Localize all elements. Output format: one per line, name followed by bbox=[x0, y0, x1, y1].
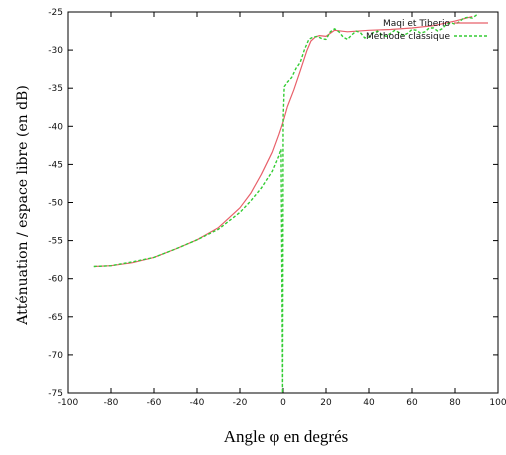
y-axis-label: Atténuation / espace libre (en dB) bbox=[15, 85, 31, 326]
series-line-2 bbox=[93, 13, 479, 394]
y-tick-label: -70 bbox=[48, 351, 63, 361]
y-tick-label: -75 bbox=[48, 389, 63, 399]
x-tick-label: -80 bbox=[104, 398, 119, 408]
y-tick-label: -60 bbox=[48, 275, 63, 285]
series-line-1 bbox=[93, 16, 473, 268]
x-tick-label: 60 bbox=[406, 398, 418, 408]
y-tick-label: -40 bbox=[48, 122, 63, 132]
legend-entry-1-label: Maqi et Tiberio bbox=[383, 19, 450, 29]
axis-ticks: -100 -80 -60 -40 -20 0 20 40 60 80 100 -75 -70 -65 -60… bbox=[48, 8, 506, 408]
y-tick-label: -55 bbox=[48, 237, 63, 247]
legend-entry-2-label: Méthode classique bbox=[366, 31, 450, 42]
legend: Maqi et Tiberio Méthode classique bbox=[366, 19, 488, 42]
x-tick-label: 20 bbox=[320, 398, 332, 408]
x-tick-label: -60 bbox=[147, 398, 162, 408]
y-tick-label: -30 bbox=[48, 46, 63, 56]
x-axis-label: Angle φ en degrés bbox=[224, 427, 349, 446]
x-tick-label: 40 bbox=[363, 398, 375, 408]
x-tick-label: -40 bbox=[190, 398, 205, 408]
y-tick-label: -45 bbox=[48, 160, 63, 170]
series-layer bbox=[93, 13, 479, 394]
y-tick-label: -25 bbox=[48, 8, 63, 18]
y-tick-label: -50 bbox=[48, 199, 63, 209]
x-tick-label: 100 bbox=[489, 398, 506, 408]
y-tick-label: -65 bbox=[48, 313, 63, 323]
x-tick-label: -100 bbox=[58, 398, 79, 408]
x-tick-label: -20 bbox=[233, 398, 248, 408]
x-tick-label: 0 bbox=[280, 398, 286, 408]
y-tick-label: -35 bbox=[48, 84, 63, 94]
x-tick-label: 80 bbox=[449, 398, 461, 408]
